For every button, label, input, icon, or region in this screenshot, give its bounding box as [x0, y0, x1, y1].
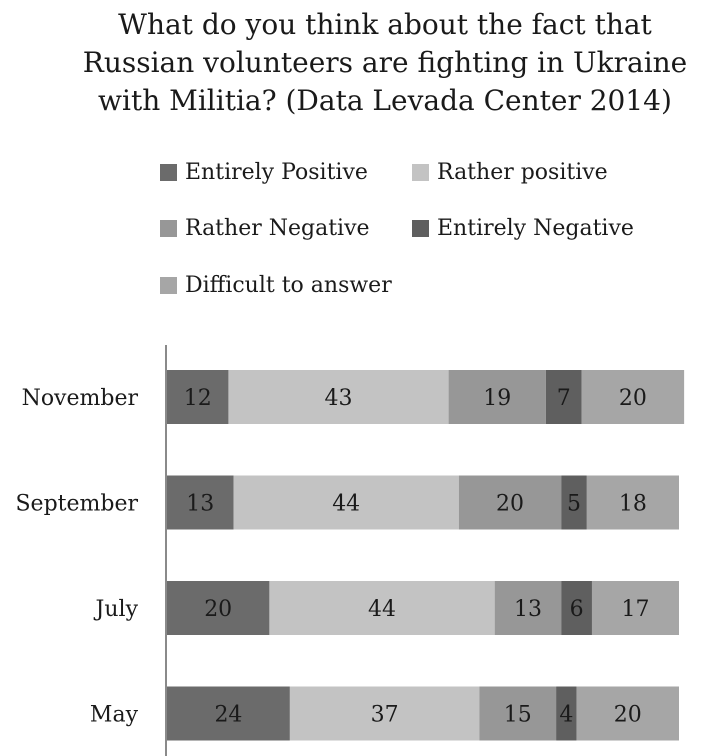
data-label-september-2: 20 — [496, 492, 524, 517]
data-label-september-4: 18 — [619, 492, 647, 517]
category-label-july: July — [94, 597, 139, 622]
bar-segment-may-0 — [167, 686, 290, 741]
bar-segment-july-4 — [591, 581, 679, 635]
data-label-may-3: 4 — [559, 703, 573, 728]
category-label-september: September — [15, 492, 138, 517]
bar-segment-september-4 — [586, 475, 679, 530]
bar-segment-november-3 — [545, 370, 582, 424]
data-label-may-2: 15 — [504, 703, 532, 728]
legend-swatch-entirely-positive — [160, 164, 177, 181]
bar-segment-november-1 — [228, 370, 449, 424]
bar-segment-november-2 — [448, 370, 546, 424]
data-label-july-3: 6 — [570, 597, 584, 622]
data-label-november-0: 12 — [184, 386, 212, 411]
data-label-may-4: 20 — [614, 703, 642, 728]
legend-rather-negative: Rather Negative — [160, 216, 370, 241]
legend-label: Difficult to answer — [185, 273, 392, 298]
legend-swatch-entirely-negative — [412, 220, 429, 237]
legend-swatch-difficult — [160, 277, 177, 294]
bar-segment-may-2 — [479, 686, 557, 741]
data-label-may-1: 37 — [371, 703, 399, 728]
data-label-july-1: 44 — [368, 597, 396, 622]
data-label-november-2: 19 — [483, 386, 511, 411]
legend-label: Entirely Negative — [437, 216, 634, 241]
data-label-november-3: 7 — [557, 386, 571, 411]
bar-segment-july-3 — [561, 581, 592, 635]
legend-label: Entirely Positive — [185, 160, 368, 185]
chart-title-line-3: with Militia? (Data Levada Center 2014) — [98, 84, 672, 117]
bar-segment-september-3 — [561, 475, 587, 530]
data-label-july-2: 13 — [514, 597, 542, 622]
legend-entirely-positive: Entirely Positive — [160, 160, 368, 185]
data-label-july-0: 20 — [204, 597, 232, 622]
data-label-november-4: 20 — [619, 386, 647, 411]
bar-segment-may-1 — [289, 686, 480, 741]
bar-segment-november-0 — [167, 370, 229, 424]
data-label-september-0: 13 — [186, 492, 214, 517]
bar-segment-september-0 — [167, 475, 234, 530]
legend-rather-positive: Rather positive — [412, 160, 608, 185]
category-label-november: November — [22, 386, 139, 411]
legend-entirely-negative: Entirely Negative — [412, 216, 634, 241]
legend-swatch-rather-negative — [160, 220, 177, 237]
data-label-september-1: 44 — [332, 492, 360, 517]
category-label-may: May — [90, 703, 139, 728]
chart-title-line-1: What do you think about the fact that — [118, 8, 652, 41]
legend-swatch-rather-positive — [412, 164, 429, 181]
data-label-november-1: 43 — [325, 386, 353, 411]
bar-segment-september-1 — [233, 475, 459, 530]
data-label-september-3: 5 — [567, 492, 581, 517]
bar-segment-july-1 — [269, 581, 495, 635]
chart-title-line-2: Russian volunteers are fighting in Ukrai… — [82, 46, 688, 79]
chart-title: What do you think about the fact that Ru… — [60, 6, 705, 120]
bar-segment-november-4 — [581, 370, 685, 424]
bar-segment-may-3 — [556, 686, 577, 741]
bar-segment-may-4 — [576, 686, 679, 741]
bar-segment-july-2 — [494, 581, 562, 635]
legend-label: Rather Negative — [185, 216, 370, 241]
legend-difficult-to-answer: Difficult to answer — [160, 273, 392, 298]
data-label-may-0: 24 — [214, 703, 242, 728]
bar-segment-july-0 — [167, 581, 270, 635]
bar-segment-september-2 — [458, 475, 562, 530]
data-label-july-4: 17 — [621, 597, 649, 622]
legend-label: Rather positive — [437, 160, 608, 185]
